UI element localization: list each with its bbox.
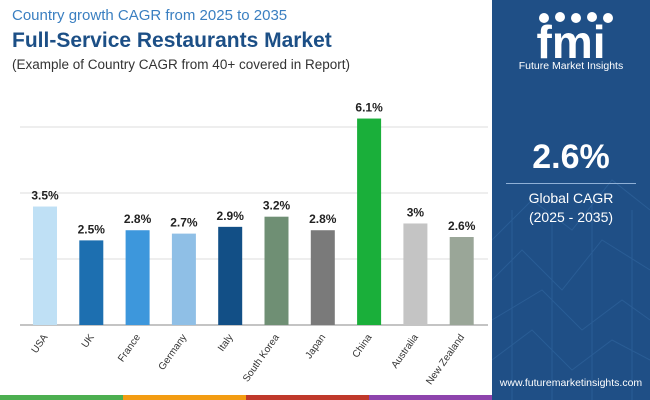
bar-japan: [310, 230, 335, 325]
x-tick-label: New Zealand: [424, 332, 467, 387]
data-label: 3%: [407, 205, 425, 219]
strip-segment: [369, 395, 492, 400]
logo-icon-dot-5: [603, 13, 613, 23]
bar-china: [357, 118, 382, 326]
data-label: 6.1%: [355, 101, 383, 115]
panel-pattern: [492, 179, 650, 400]
logo-letters: fmi: [537, 16, 606, 68]
x-tick-label: South Korea: [241, 332, 282, 384]
data-label: 3.2%: [263, 199, 291, 213]
chart-pre-title: Country growth CAGR from 2025 to 2035: [12, 7, 288, 24]
bar-france: [125, 230, 150, 325]
x-tick-label: Italy: [216, 332, 236, 353]
bottom-color-strip: [0, 395, 492, 400]
strip-segment: [123, 395, 246, 400]
chart-header: Country growth CAGR from 2025 to 2035 Fu…: [12, 6, 482, 74]
bar-germany: [171, 233, 196, 325]
x-tick-label: Japan: [304, 332, 329, 361]
bar-usa: [33, 206, 57, 325]
logo-icon-dot-2: [555, 12, 565, 22]
bar-italy: [218, 226, 243, 325]
logo-icon-dot-4: [587, 12, 597, 22]
chart-title: Full-Service Restaurants Market: [12, 29, 332, 52]
bar-australia: [403, 223, 428, 325]
data-label: 2.5%: [78, 222, 106, 236]
logo-icon-dot-3: [571, 13, 581, 23]
logo-text: Future Market Insights: [518, 60, 624, 72]
fmi-logo: fmi: [537, 12, 613, 68]
bar-south-korea: [264, 216, 289, 325]
bar-chart: 3.5% USA 2.5% UK 2.8% France 2.7% Germany 2.9% It…: [20, 101, 488, 387]
data-label: 2.8%: [309, 212, 337, 226]
data-label: 2.7%: [170, 216, 198, 230]
logo-icon-dot-1: [539, 13, 549, 23]
x-tick-label: USA: [30, 332, 51, 355]
global-cagr-label-line2: (2025 - 2035): [528, 209, 614, 225]
x-tick-label: Germany: [157, 332, 190, 372]
chart-subtitle: (Example of Country CAGR from 40+ covere…: [12, 57, 351, 72]
bar-uk: [79, 240, 104, 325]
x-tick-label: Australia: [390, 332, 422, 371]
data-label: 2.6%: [448, 219, 476, 233]
panel-divider: [506, 183, 636, 184]
data-label: 2.8%: [124, 212, 152, 226]
x-tick-label: UK: [80, 332, 97, 350]
data-label: 2.9%: [217, 209, 245, 223]
global-cagr-label-line1: Global CAGR: [528, 190, 614, 206]
data-label: 3.5%: [31, 189, 59, 203]
website-url[interactable]: www.futuremarketinsights.com: [499, 377, 643, 389]
strip-segment: [246, 395, 369, 400]
strip-segment: [0, 395, 123, 400]
global-cagr-label: Global CAGR (2025 - 2035): [492, 189, 650, 227]
summary-panel: fmi Future Market Insights 2.6% Global C…: [492, 0, 650, 400]
bar-new-zealand: [449, 237, 474, 325]
x-tick-label: China: [351, 332, 375, 360]
x-tick-label: France: [116, 332, 143, 364]
global-cagr-value: 2.6%: [532, 138, 610, 176]
